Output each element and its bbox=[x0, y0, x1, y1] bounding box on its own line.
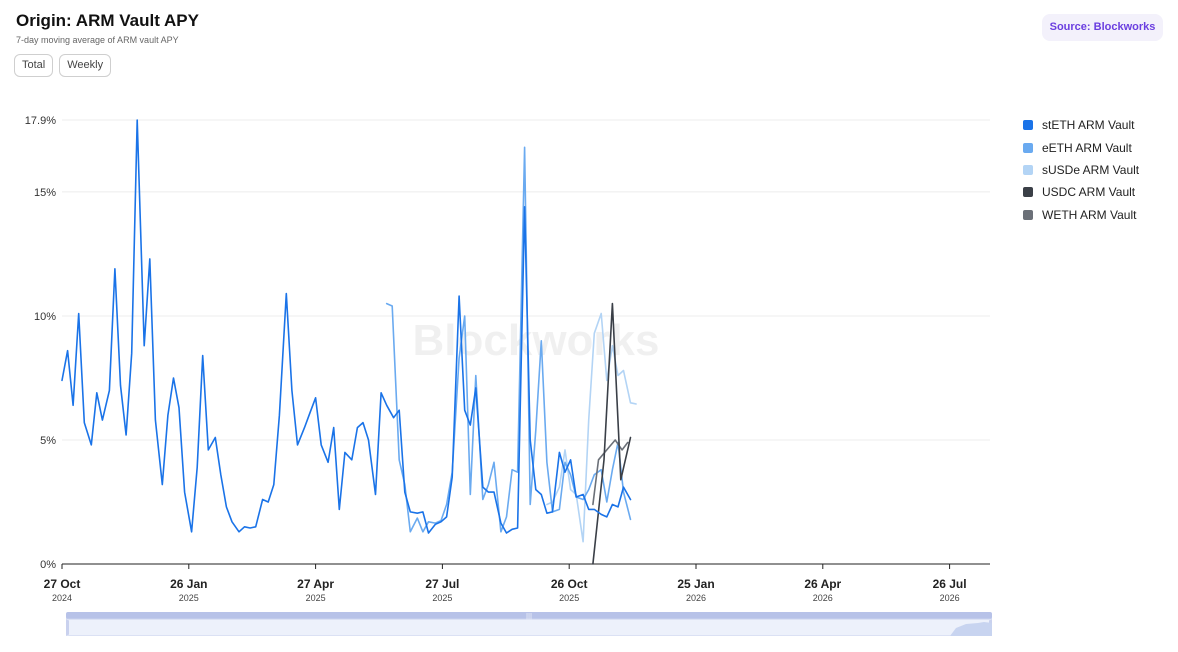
x-tick-year-label: 2026 bbox=[686, 593, 706, 603]
navigator-preview-area bbox=[950, 622, 992, 636]
time-range-navigator[interactable]: ||| bbox=[66, 612, 992, 636]
legend-label-steth: stETH ARM Vault bbox=[1042, 118, 1135, 133]
chart-subtitle: 7-day moving average of ARM vault APY bbox=[16, 35, 179, 45]
weekly-toggle-button[interactable]: Weekly bbox=[59, 54, 112, 77]
legend-swatch-usdc bbox=[1023, 187, 1033, 198]
legend-swatch-weth bbox=[1023, 209, 1033, 220]
source-link[interactable]: Source: Blockworks bbox=[1042, 14, 1163, 41]
y-tick-label: 15% bbox=[34, 187, 56, 199]
series-line-usdc[interactable] bbox=[592, 302, 632, 565]
apy-line-chart[interactable]: Blockworks 0% 5% 10% 15% 17.9% 27 Oct 2024 26 Ja… bbox=[0, 100, 1010, 610]
series-line-weth[interactable] bbox=[592, 439, 629, 506]
navigator-grip-icon[interactable]: ||| bbox=[526, 613, 532, 620]
navigator-left-handle[interactable] bbox=[66, 620, 69, 635]
x-tick-label: 26 Jan bbox=[170, 577, 207, 591]
x-tick-year-label: 2026 bbox=[940, 593, 960, 603]
series-line-steth[interactable] bbox=[61, 119, 632, 534]
y-tick-label: 17.9% bbox=[25, 115, 56, 127]
x-tick-year-label: 2024 bbox=[52, 593, 72, 603]
legend-swatch-steth bbox=[1023, 120, 1033, 131]
x-tick-label: 26 Jul bbox=[933, 577, 967, 591]
legend-item-eeth[interactable]: eETH ARM Vault bbox=[1023, 136, 1139, 158]
watermark-logo: Blockworks bbox=[413, 316, 660, 365]
x-tick-year-label: 2025 bbox=[432, 593, 452, 603]
navigator-top-bar[interactable] bbox=[66, 612, 992, 619]
x-tick-label: 26 Oct bbox=[551, 577, 588, 591]
x-tick-year-label: 2025 bbox=[559, 593, 579, 603]
navigator-window[interactable] bbox=[66, 618, 992, 636]
chart-title: Origin: ARM Vault APY bbox=[16, 11, 199, 30]
x-tick-label: 25 Jan bbox=[677, 577, 714, 591]
y-tick-label: 0% bbox=[40, 559, 56, 571]
legend-label-weth: WETH ARM Vault bbox=[1042, 207, 1137, 222]
x-tick-year-label: 2025 bbox=[179, 593, 199, 603]
series-line-susde[interactable] bbox=[546, 312, 637, 543]
x-tick-label: 27 Jul bbox=[425, 577, 459, 591]
legend-item-usdc[interactable]: USDC ARM Vault bbox=[1023, 181, 1139, 203]
x-tick-year-label: 2026 bbox=[813, 593, 833, 603]
y-tick-label: 5% bbox=[40, 435, 56, 447]
chart-legend: stETH ARM Vault eETH ARM Vault sUSDe ARM… bbox=[1023, 114, 1139, 226]
legend-swatch-susde bbox=[1023, 164, 1033, 175]
legend-item-steth[interactable]: stETH ARM Vault bbox=[1023, 114, 1139, 136]
x-tick-label: 27 Apr bbox=[297, 577, 334, 591]
x-tick-label: 26 Apr bbox=[804, 577, 841, 591]
total-toggle-button[interactable]: Total bbox=[14, 54, 54, 77]
legend-item-susde[interactable]: sUSDe ARM Vault bbox=[1023, 159, 1139, 181]
legend-label-usdc: USDC ARM Vault bbox=[1042, 185, 1136, 200]
series-line-eeth[interactable] bbox=[385, 146, 632, 533]
x-tick-year-label: 2025 bbox=[306, 593, 326, 603]
period-toggle-group: Total Weekly bbox=[14, 54, 112, 77]
y-tick-label: 10% bbox=[34, 311, 56, 323]
legend-item-weth[interactable]: WETH ARM Vault bbox=[1023, 204, 1139, 226]
x-tick-label: 27 Oct bbox=[44, 577, 81, 591]
legend-label-susde: sUSDe ARM Vault bbox=[1042, 162, 1140, 177]
legend-label-eeth: eETH ARM Vault bbox=[1042, 140, 1132, 155]
legend-swatch-eeth bbox=[1023, 142, 1033, 153]
